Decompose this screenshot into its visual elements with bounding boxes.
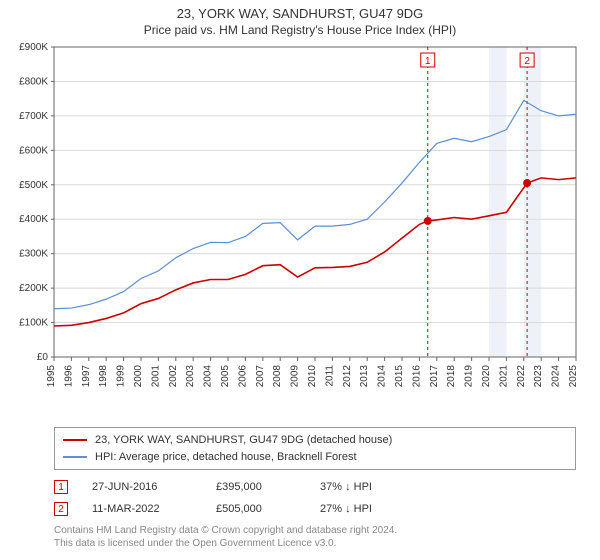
svg-text:£0: £0 — [37, 352, 49, 363]
svg-text:2009: 2009 — [290, 365, 301, 388]
event-row: 1 27-JUN-2016 £395,000 37% ↓ HPI — [54, 476, 576, 498]
svg-text:2013: 2013 — [359, 365, 370, 388]
svg-text:2012: 2012 — [342, 365, 353, 388]
legend-item: HPI: Average price, detached house, Brac… — [63, 449, 567, 466]
svg-text:£300K: £300K — [19, 249, 48, 260]
svg-text:2015: 2015 — [394, 365, 405, 388]
svg-text:2017: 2017 — [429, 365, 440, 388]
chart-legend: 23, YORK WAY, SANDHURST, GU47 9DG (detac… — [54, 427, 576, 470]
legend-label: HPI: Average price, detached house, Brac… — [95, 449, 357, 466]
svg-text:2016: 2016 — [411, 365, 422, 388]
svg-text:2008: 2008 — [272, 365, 283, 388]
svg-text:£700K: £700K — [19, 111, 48, 122]
svg-text:1996: 1996 — [63, 365, 74, 388]
svg-text:2005: 2005 — [220, 365, 231, 388]
svg-text:2004: 2004 — [203, 365, 214, 388]
page-title: 23, YORK WAY, SANDHURST, GU47 9DG — [0, 0, 600, 21]
svg-text:£800K: £800K — [19, 76, 48, 87]
svg-text:2018: 2018 — [446, 365, 457, 388]
svg-text:1998: 1998 — [98, 365, 109, 388]
event-delta: 37% ↓ HPI — [320, 481, 372, 493]
legend-swatch — [63, 456, 87, 458]
svg-text:£100K: £100K — [19, 318, 48, 329]
event-table: 1 27-JUN-2016 £395,000 37% ↓ HPI 2 11-MA… — [54, 476, 576, 520]
svg-text:1995: 1995 — [46, 365, 57, 388]
event-date: 27-JUN-2016 — [92, 481, 192, 493]
attribution-line: This data is licensed under the Open Gov… — [54, 537, 576, 550]
svg-text:2022: 2022 — [516, 365, 527, 388]
legend-swatch — [63, 439, 87, 441]
legend-label: 23, YORK WAY, SANDHURST, GU47 9DG (detac… — [95, 432, 392, 449]
svg-text:1999: 1999 — [116, 365, 127, 388]
svg-text:£500K: £500K — [19, 180, 48, 191]
event-marker-icon: 2 — [54, 502, 68, 516]
svg-text:2006: 2006 — [237, 365, 248, 388]
svg-text:2010: 2010 — [307, 365, 318, 388]
event-date: 11-MAR-2022 — [92, 503, 192, 515]
svg-text:£900K: £900K — [19, 43, 48, 53]
attribution-line: Contains HM Land Registry data © Crown c… — [54, 524, 576, 537]
svg-text:2: 2 — [524, 56, 530, 67]
svg-text:2023: 2023 — [533, 365, 544, 388]
svg-text:2002: 2002 — [168, 365, 179, 388]
svg-text:2007: 2007 — [255, 365, 266, 388]
svg-text:2001: 2001 — [150, 365, 161, 388]
event-delta: 27% ↓ HPI — [320, 503, 372, 515]
svg-text:£200K: £200K — [19, 283, 48, 294]
svg-text:2000: 2000 — [133, 365, 144, 388]
event-price: £505,000 — [216, 503, 296, 515]
svg-text:1997: 1997 — [81, 365, 92, 388]
svg-text:£600K: £600K — [19, 145, 48, 156]
legend-item: 23, YORK WAY, SANDHURST, GU47 9DG (detac… — [63, 432, 567, 449]
svg-text:1: 1 — [425, 56, 431, 67]
price-chart: £0 £100K £200K £300K £400K £500K £600K £700K £80… — [0, 43, 600, 423]
svg-text:2021: 2021 — [498, 365, 509, 388]
svg-text:2020: 2020 — [481, 365, 492, 388]
svg-text:£400K: £400K — [19, 214, 48, 225]
event-marker-icon: 1 — [54, 480, 68, 494]
svg-text:2014: 2014 — [377, 365, 388, 388]
event-row: 2 11-MAR-2022 £505,000 27% ↓ HPI — [54, 498, 576, 520]
svg-text:2003: 2003 — [185, 365, 196, 388]
svg-text:2019: 2019 — [464, 365, 475, 388]
attribution-text: Contains HM Land Registry data © Crown c… — [54, 524, 576, 550]
svg-text:2025: 2025 — [568, 365, 579, 388]
svg-text:2011: 2011 — [324, 365, 335, 387]
event-price: £395,000 — [216, 481, 296, 493]
svg-text:2024: 2024 — [551, 365, 562, 388]
page-subtitle: Price paid vs. HM Land Registry's House … — [0, 21, 600, 43]
